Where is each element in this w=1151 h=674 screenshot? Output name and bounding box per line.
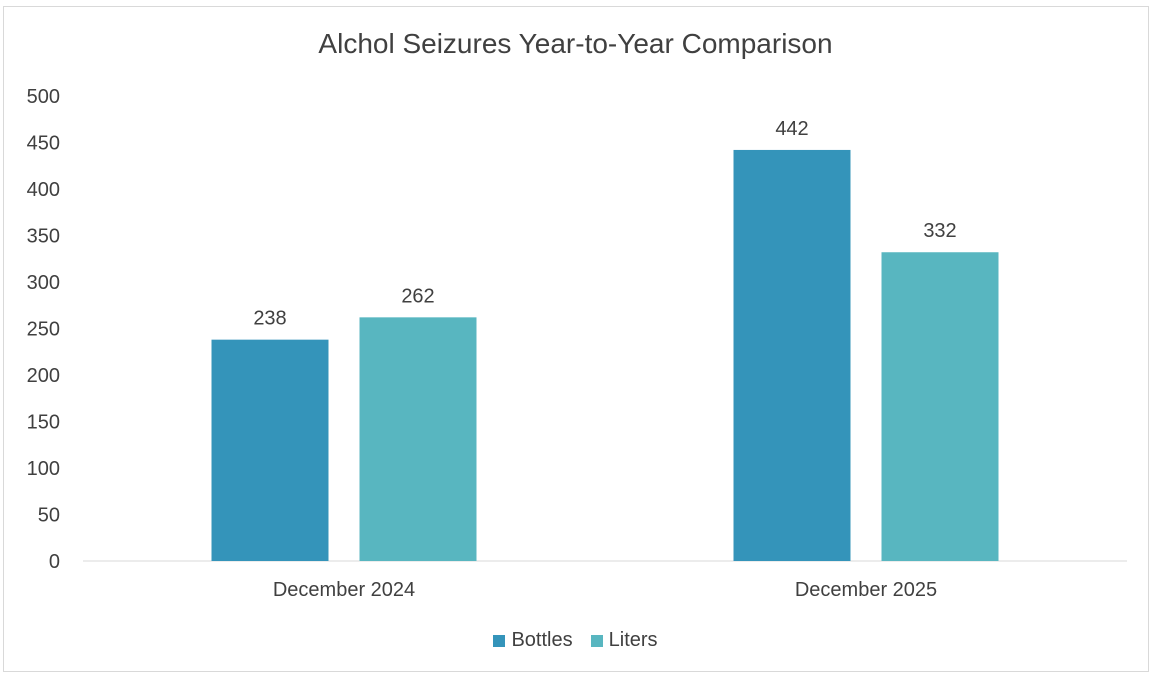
legend-swatch-liters (590, 634, 603, 647)
chart-legend: Bottles Liters (0, 629, 1151, 652)
y-tick-label: 250 (27, 319, 60, 341)
x-tick-label: December 2025 (795, 579, 937, 601)
data-label: 238 (253, 308, 286, 330)
legend-label-liters: Liters (608, 629, 658, 651)
y-tick-label: 50 (38, 505, 60, 527)
legend-swatch-bottles (493, 634, 506, 647)
y-tick-label: 500 (27, 86, 60, 108)
x-tick-label: December 2024 (273, 579, 415, 601)
data-label: 442 (775, 118, 808, 140)
y-tick-label: 0 (49, 551, 60, 573)
y-tick-label: 400 (27, 179, 60, 201)
y-tick-label: 150 (27, 412, 60, 434)
bar-liters (359, 317, 477, 561)
bar-liters (881, 252, 999, 562)
legend-item-bottles: Bottles (493, 629, 573, 652)
legend-label-bottles: Bottles (511, 629, 573, 651)
y-tick-label: 450 (27, 133, 60, 155)
data-label: 262 (401, 285, 434, 307)
legend-item-liters: Liters (590, 629, 658, 652)
chart-title: Alchol Seizures Year-to-Year Comparison (318, 28, 833, 59)
bar-bottles (211, 339, 329, 561)
chart-frame (3, 6, 1149, 672)
y-tick-label: 200 (27, 365, 60, 387)
bar-bottles (733, 149, 851, 561)
y-tick-label: 300 (27, 272, 60, 294)
y-tick-label: 100 (27, 458, 60, 480)
y-tick-label: 350 (27, 226, 60, 248)
data-label: 332 (923, 220, 956, 242)
